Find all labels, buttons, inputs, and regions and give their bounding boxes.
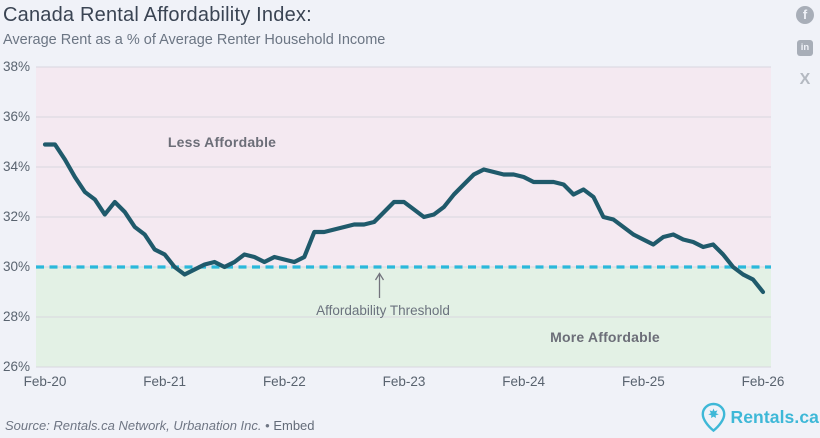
- x-tick-label: Feb-20: [23, 374, 67, 389]
- page-title: Canada Rental Affordability Index:: [3, 4, 312, 26]
- less-affordable-label: Less Affordable: [167, 134, 277, 150]
- x-tick-label: Feb-22: [262, 374, 306, 389]
- affordability-threshold-label: Affordability Threshold: [316, 303, 450, 318]
- threshold-arrowhead: [374, 272, 385, 281]
- y-tick-label: 26%: [2, 359, 30, 374]
- y-tick-label: 34%: [2, 159, 30, 174]
- y-tick-label: 30%: [2, 259, 30, 274]
- brand-text: Rentals.ca: [730, 407, 819, 427]
- x-tick-label: Feb-23: [382, 374, 426, 389]
- page-subtitle: Average Rent as a % of Average Renter Ho…: [3, 32, 386, 48]
- y-tick-label: 38%: [2, 59, 30, 74]
- share-buttons: f in X: [796, 6, 814, 88]
- affordability-line: [42, 142, 766, 295]
- x-tick-label: Feb-26: [741, 374, 785, 389]
- x-tick-label: Feb-21: [143, 374, 187, 389]
- source-text: Source: Rentals.ca Network, Urbanation I…: [5, 418, 262, 433]
- y-tick-label: 28%: [2, 309, 30, 324]
- embed-link[interactable]: Embed: [273, 418, 315, 433]
- x-tick-label: Feb-24: [502, 374, 546, 389]
- more-affordable-label: More Affordable: [550, 329, 660, 345]
- bullet-separator: •: [265, 418, 270, 433]
- linkedin-share-icon[interactable]: in: [797, 40, 813, 56]
- x-tick-label: Feb-25: [621, 374, 665, 389]
- facebook-share-icon[interactable]: f: [796, 6, 814, 24]
- y-tick-label: 32%: [2, 209, 30, 224]
- rentals-ca-logo[interactable]: Rentals.ca: [700, 402, 819, 433]
- y-tick-label: 36%: [2, 109, 30, 124]
- x-twitter-share-icon[interactable]: X: [799, 71, 811, 88]
- map-pin-maple-leaf-icon: [702, 402, 726, 433]
- footer: Source: Rentals.ca Network, Urbanation I…: [5, 418, 315, 433]
